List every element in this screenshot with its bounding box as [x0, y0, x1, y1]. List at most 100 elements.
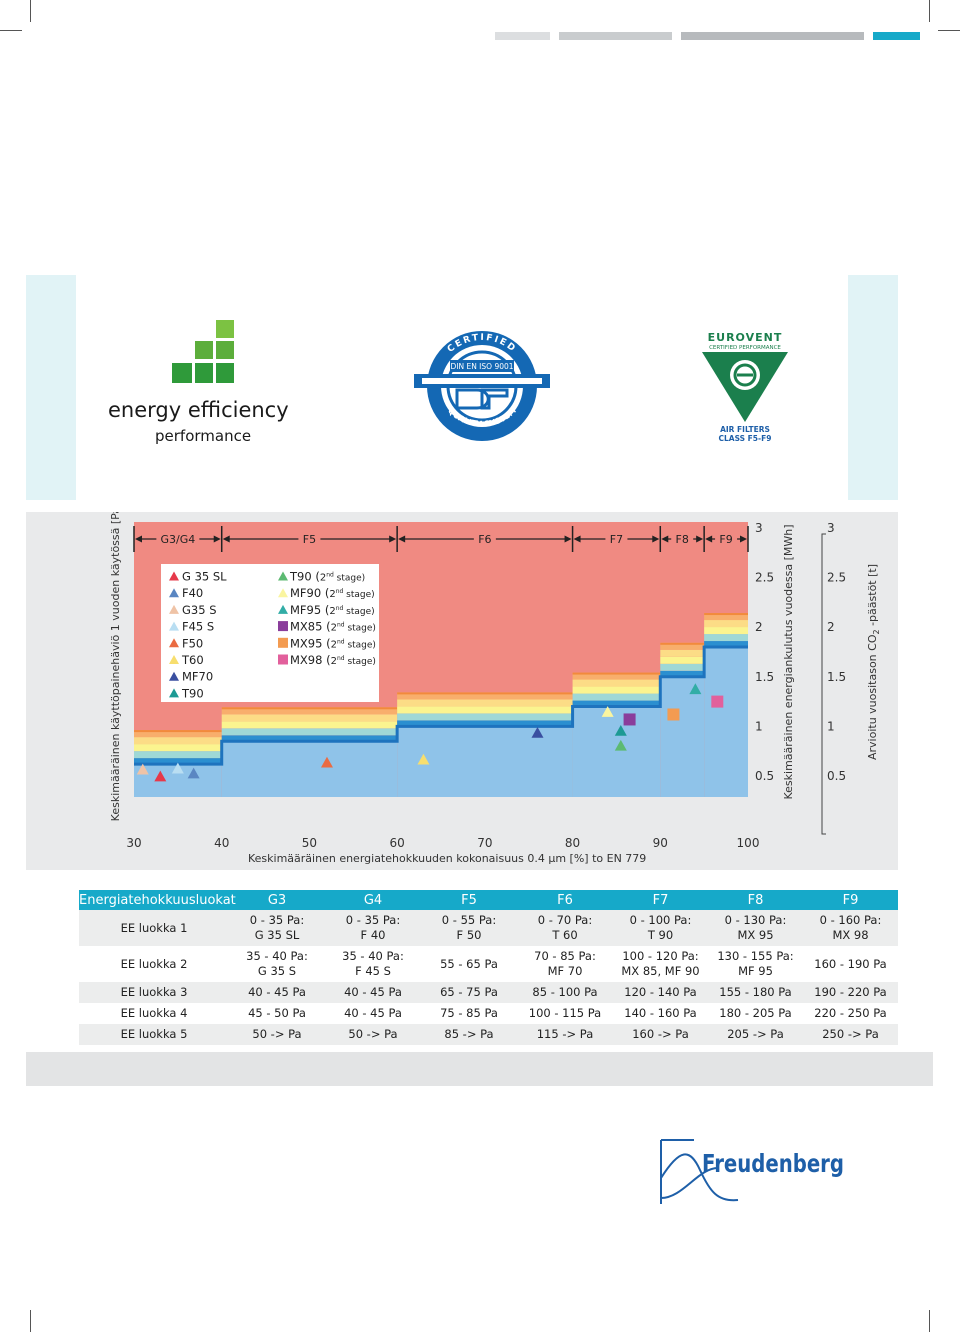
energy-band-top-5 — [704, 613, 748, 616]
y2-tick-0: 0.5 — [755, 769, 774, 783]
x-tick-1: 40 — [214, 836, 229, 850]
product-marker-7 — [614, 724, 627, 736]
y2-tick-2: 1.5 — [755, 670, 774, 684]
table-cell: 120 - 140 Pa — [613, 982, 708, 1003]
legend-stage-sup: nd — [337, 622, 345, 629]
table-header-4: F6 — [517, 890, 613, 910]
energy-band-3-3 — [572, 679, 661, 687]
legend-name: MX98 ( — [290, 653, 331, 667]
legend-label-1: F40 — [182, 586, 203, 600]
table-cell: 160 - 190 Pa — [803, 946, 898, 982]
table-cell: 40 - 45 Pa — [325, 982, 421, 1003]
energy-band-1-1 — [221, 728, 398, 736]
legend-stage-suffix: stage) — [345, 624, 376, 634]
ee-square-r2a — [195, 341, 213, 359]
class-label-bg-1 — [298, 531, 321, 546]
energy-band-top-0 — [134, 730, 222, 733]
y2-tick-5: 3 — [755, 521, 763, 535]
ee-square-r2b — [216, 341, 234, 359]
legend-marker-1 — [169, 588, 179, 598]
y2-axis: 0.5 1 1.5 2 2.5 3 — [755, 521, 774, 783]
eurovent-title: EUROVENT — [708, 331, 783, 344]
y3-axis: 0.5 1 1.5 2 2.5 3 — [821, 521, 846, 835]
legend-marker-stage-0 — [278, 571, 288, 581]
legend-stage-suffix: stage) — [343, 590, 374, 600]
ee-square-top — [216, 320, 234, 338]
legend-label-0: G 35 SL — [182, 570, 227, 584]
legend-stage: 2 — [329, 589, 335, 600]
energy-band-2-1 — [397, 713, 573, 721]
energy-band-5-2 — [704, 627, 748, 635]
legend-stage-sup: nd — [337, 638, 345, 645]
energy-band-3-2 — [572, 686, 661, 694]
legend-label-5: T60 — [181, 653, 204, 667]
legend-marker-stage-4 — [278, 637, 288, 648]
table-cell: 0 - 70 Pa: T 60 — [517, 910, 613, 946]
table-cell: 140 - 160 Pa — [613, 1003, 708, 1024]
legend-stage-suffix: stage) — [345, 657, 376, 667]
ee-logo-line1: energy efficiency — [108, 398, 289, 422]
table-row: EE luokka 3 40 - 45 Pa 40 - 45 Pa 65 - 75 P… — [79, 982, 898, 1003]
energy-band-0-2 — [134, 744, 222, 752]
y3-label-suffix: -päästöt [t] — [866, 564, 879, 629]
class-label-5: F9 — [719, 533, 732, 546]
legend-name: MX95 ( — [290, 636, 331, 650]
energy-band-3-4 — [572, 672, 661, 680]
table-cell: 40 - 45 Pa — [325, 1003, 421, 1024]
legend-name: T90 ( — [289, 570, 320, 584]
table-cell: 65 - 75 Pa — [421, 982, 517, 1003]
table-cell: 205 -> Pa — [708, 1024, 803, 1045]
product-marker-10 — [689, 683, 702, 695]
y2-tick-1: 1 — [755, 719, 763, 733]
energy-band-top-2 — [397, 692, 573, 695]
x-tick-0: 30 — [126, 836, 141, 850]
class-label-bg-3 — [605, 531, 628, 546]
energy-band-top-1 — [221, 707, 398, 710]
legend-label-stage-4: MX95 (2nd stage) — [290, 636, 376, 650]
energy-band-0-4 — [134, 730, 222, 738]
energy-band-3-1 — [572, 693, 661, 701]
table-cell: 55 - 65 Pa — [421, 946, 517, 982]
energy-efficiency-logo: energy efficiency performance — [108, 320, 289, 445]
class-arrowhead-left-0 — [135, 535, 142, 543]
y2-tick-3: 2 — [755, 620, 763, 634]
legend-stage: 2 — [331, 656, 337, 667]
energy-band-4-0 — [660, 670, 705, 677]
legend-label-6: MF70 — [182, 670, 213, 684]
legend-label-stage-5: MX98 (2nd stage) — [290, 653, 376, 667]
table-cell: 50 -> Pa — [229, 1024, 325, 1045]
y3-tick-1: 1 — [827, 719, 835, 733]
class-label-bg-5 — [715, 531, 738, 546]
energy-step-fill-4 — [660, 676, 705, 797]
legend-marker-stage-3 — [278, 621, 288, 632]
y2-axis-label: Keskimääräinen energiankulutus vuodessa … — [782, 524, 795, 799]
deco-bar-1 — [495, 32, 550, 40]
energy-band-top-3 — [572, 672, 661, 675]
y2-tick-4: 2.5 — [755, 571, 774, 585]
class-arrowhead-right-1 — [389, 535, 397, 543]
table-cell: 0 - 55 Pa: F 50 — [421, 910, 517, 946]
freudenberg-wave-icon — [660, 1139, 739, 1204]
table-cell: 220 - 250 Pa — [803, 1003, 898, 1024]
energy-band-1-3 — [221, 714, 398, 722]
product-marker-4 — [320, 756, 333, 768]
energy-band-4-1 — [660, 663, 705, 671]
table-cell: 85 - 100 Pa — [517, 982, 613, 1003]
freudenberg-name: Freudenberg — [702, 1149, 844, 1178]
table-cell: 180 - 205 Pa — [708, 1003, 803, 1024]
product-marker-8 — [614, 739, 627, 751]
product-marker-0 — [154, 770, 167, 782]
legend-label-stage-3: MX85 (2nd stage) — [290, 620, 376, 634]
table-row: EE luokka 5 50 -> Pa 50 -> Pa 85 -> Pa 115 -… — [79, 1024, 898, 1045]
energy-band-2-0 — [397, 720, 573, 727]
product-marker-13 — [711, 695, 724, 708]
table-cell: 190 - 220 Pa — [803, 982, 898, 1003]
legend-stage-sup: nd — [326, 572, 334, 579]
x-tick-7: 100 — [737, 836, 760, 850]
ee-square-r3c — [216, 363, 234, 383]
table-cell: 40 - 45 Pa — [229, 982, 325, 1003]
ee-class-table: Energiatehokkuusluokat G3 G4 F5 F6 F7 F8 F9 EE … — [79, 890, 898, 1045]
dqs-mark-icon — [455, 388, 509, 410]
table-cell: 50 -> Pa — [325, 1024, 421, 1045]
